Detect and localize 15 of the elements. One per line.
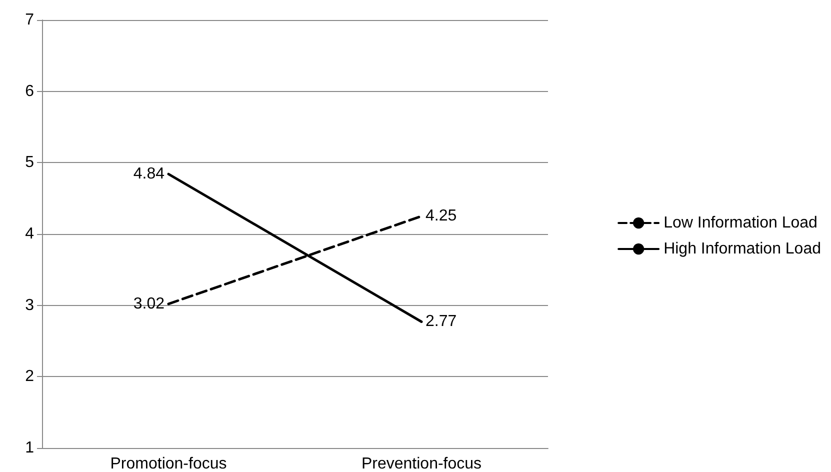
data-label: 4.84 <box>133 166 165 183</box>
data-label: 3.02 <box>133 295 165 312</box>
x-tick-label: Promotion-focus <box>110 456 227 472</box>
y-tick-label: 2 <box>25 368 34 386</box>
y-tick-label: 3 <box>25 296 34 314</box>
y-tick-label: 6 <box>25 82 34 100</box>
y-tick-label: 7 <box>25 12 34 28</box>
legend-label: High Information Load <box>664 240 822 258</box>
legend-label: Low Information Load <box>664 214 818 232</box>
x-tick-label: Prevention-focus <box>361 456 482 472</box>
y-tick-label: 5 <box>25 154 34 172</box>
data-label: 2.77 <box>426 313 457 330</box>
data-label: 4.25 <box>426 208 457 225</box>
y-tick-label: 1 <box>25 440 34 456</box>
y-tick-label: 4 <box>25 226 34 242</box>
